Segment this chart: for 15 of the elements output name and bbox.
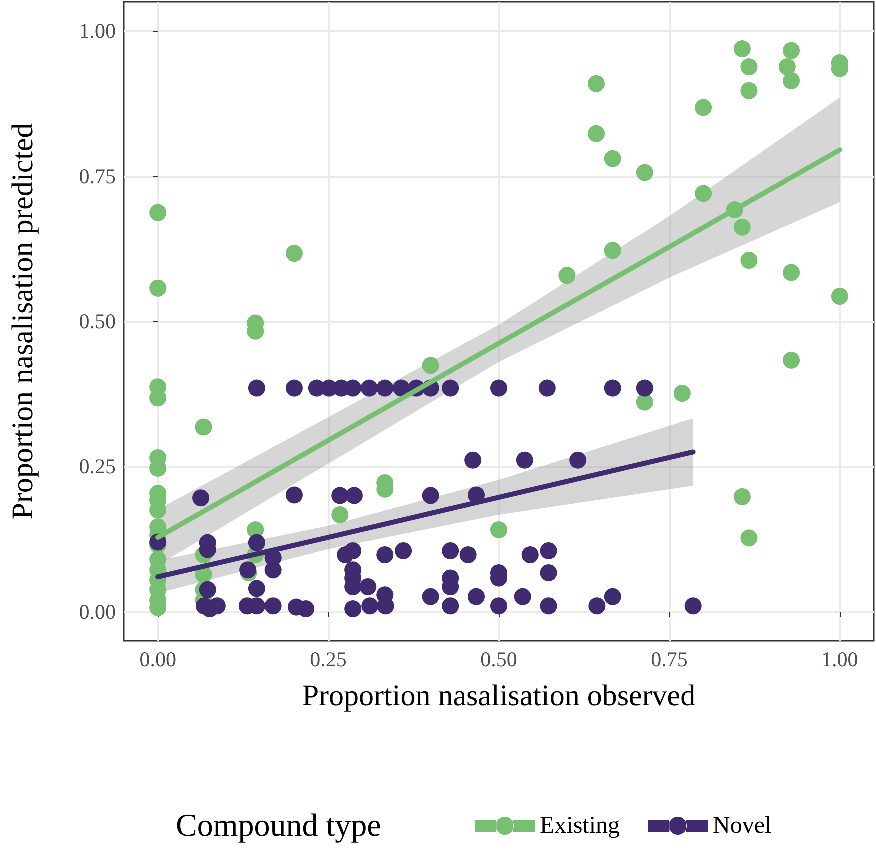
y-tick-label: 0.50 xyxy=(79,310,116,334)
x-tick-label: 0.00 xyxy=(140,648,176,672)
y-tick-label: 0.25 xyxy=(79,454,116,479)
y-tick-label: 0.75 xyxy=(79,164,116,188)
x-tick-label: 1.00 xyxy=(822,648,858,672)
y-axis-title: Proportion nasalisation predicted xyxy=(6,123,40,520)
y-tick-label: 1.00 xyxy=(79,19,116,44)
x-tick-label: 0.50 xyxy=(480,648,518,672)
legend-title: Compound type xyxy=(176,807,382,843)
y-tick-label: 0.00 xyxy=(79,600,116,624)
x-axis-title: Proportion nasalisation observed xyxy=(302,680,696,712)
x-tick-label: 0.75 xyxy=(651,648,688,672)
legend-label: Existing xyxy=(540,813,620,839)
x-tick-label: 0.25 xyxy=(310,648,347,672)
legend-label: Novel xyxy=(713,813,772,839)
